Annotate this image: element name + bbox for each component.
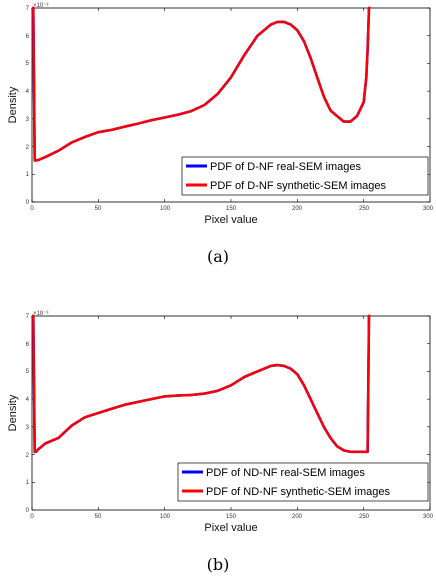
y-tick-label: 4: [26, 397, 30, 403]
x-tick-label: 100: [160, 514, 171, 520]
y-tick-label: 7: [26, 6, 30, 12]
x-tick-label: 250: [359, 206, 370, 212]
y-axis-label: Density: [7, 394, 19, 431]
y-axis-exponent: ×10⁻³: [33, 3, 48, 9]
legend-box: [181, 156, 429, 196]
panel-caption: (a): [207, 247, 229, 266]
y-tick-label: 6: [26, 34, 30, 40]
x-tick-label: 300: [423, 206, 434, 212]
series-line-synthetic: [32, 6, 371, 162]
chart-panel-a: ×10⁻³ 0 1 2 3 4 5 6 7 0 50 100 150 200 2…: [7, 3, 434, 266]
y-tick-label: 2: [26, 145, 30, 151]
y-axis-exponent: ×10⁻³: [33, 311, 48, 317]
chart-panel-b: ×10⁻³ 0 1 2 3 4 5 6 7 0 50 100 150 200 2…: [7, 311, 434, 574]
legend-label-real: PDF of D-NF real-SEM images: [210, 161, 361, 173]
y-tick-label: 1: [26, 172, 30, 178]
y-tick-label: 3: [26, 425, 30, 431]
x-tick-label: 300: [423, 514, 434, 520]
y-axis-label: Density: [7, 86, 19, 123]
y-tick-label: 3: [26, 117, 30, 123]
legend-label-real: PDF of ND-NF real-SEM images: [206, 467, 365, 479]
x-axis-label: Pixel value: [204, 214, 257, 226]
x-tick-label: 100: [160, 206, 171, 212]
x-tick-label: 50: [95, 206, 102, 212]
series-line-synthetic: [32, 314, 371, 453]
y-tick-label: 1: [26, 480, 30, 486]
y-tick-label: 0: [26, 508, 30, 514]
y-ticks: 0 1 2 3 4 5 6 7: [26, 6, 30, 206]
x-tick-label: 0: [30, 514, 34, 520]
legend: PDF of D-NF real-SEM images PDF of D-NF …: [181, 156, 429, 196]
x-tick-label: 50: [95, 514, 102, 520]
series-layer: [31, 314, 371, 454]
y-ticks: 0 1 2 3 4 5 6 7: [26, 314, 30, 514]
x-axis-label: Pixel value: [204, 522, 257, 534]
x-tick-label: 150: [226, 206, 237, 212]
x-tick-label: 0: [30, 206, 34, 212]
x-tick-label: 200: [292, 206, 303, 212]
legend-label-synthetic: PDF of D-NF synthetic-SEM images: [210, 180, 387, 192]
y-tick-label: 7: [26, 314, 30, 320]
y-tick-label: 5: [26, 61, 30, 67]
x-ticks: 0 50 100 150 200 250 300: [30, 206, 433, 212]
tick-marks: [31, 315, 431, 511]
y-tick-label: 6: [26, 342, 30, 348]
legend-label-synthetic: PDF of ND-NF synthetic-SEM images: [206, 486, 390, 498]
x-ticks: 0 50 100 150 200 250 300: [30, 514, 433, 520]
y-tick-label: 2: [26, 453, 30, 459]
x-tick-label: 200: [292, 514, 303, 520]
x-tick-label: 250: [359, 514, 370, 520]
series-layer: [31, 6, 371, 162]
legend-box: [177, 462, 429, 502]
legend: PDF of ND-NF real-SEM images PDF of ND-N…: [177, 462, 429, 502]
y-tick-label: 4: [26, 89, 30, 95]
y-tick-label: 0: [26, 200, 30, 206]
x-tick-label: 150: [226, 514, 237, 520]
panel-caption: (b): [207, 555, 230, 574]
y-tick-label: 5: [26, 369, 30, 375]
